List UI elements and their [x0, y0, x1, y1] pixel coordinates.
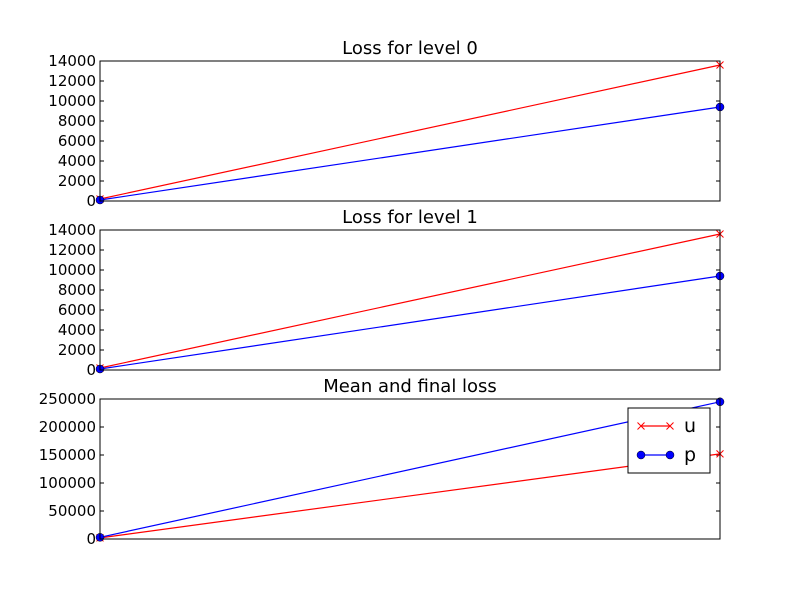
y-tick-label: 14000 [48, 52, 96, 70]
y-tick-label: 250000 [39, 390, 96, 408]
legend-marker [637, 422, 645, 430]
y-tick-label: 8000 [58, 112, 96, 130]
axes-frame [99, 60, 721, 202]
axes-frame [99, 398, 721, 540]
subplot-0: Loss for level 0 0 2000 4000 6000 8000 10000 12… [48, 38, 725, 210]
y-tick-label: 50000 [48, 502, 96, 520]
y-tick-label: 2000 [58, 341, 96, 359]
y-tick-label: 2000 [58, 172, 96, 190]
y-tick-label: 0 [86, 530, 96, 548]
legend: up [627, 407, 711, 474]
y-tick-label: 100000 [39, 474, 96, 492]
y-tick-label: 14000 [48, 221, 96, 239]
y-tick-label: 200000 [39, 418, 96, 436]
subplot-1: Loss for level 1 0 2000 4000 6000 8000 10000 12… [48, 207, 725, 379]
y-tick-label: 6000 [58, 132, 96, 150]
series-line-0 [99, 453, 721, 539]
series-line-1 [99, 401, 721, 538]
legend-marker [636, 450, 646, 460]
y-tick-label: 4000 [58, 321, 96, 339]
series-line-0 [99, 64, 721, 200]
y-tick-label: 0 [86, 361, 96, 379]
series-line-1 [99, 106, 721, 201]
legend-label: u [684, 415, 696, 437]
y-tick-label: 0 [86, 192, 96, 210]
subplot-title: Loss for level 1 [342, 207, 478, 228]
axes-frame [99, 229, 721, 371]
y-tick-label: 150000 [39, 446, 96, 464]
y-tick-label: 12000 [48, 72, 96, 90]
subplot-title: Mean and final loss [323, 376, 497, 397]
legend-label: p [684, 444, 696, 466]
y-tick-label: 10000 [48, 92, 96, 110]
y-tick-label: 8000 [58, 281, 96, 299]
legend-marker [666, 422, 674, 430]
y-tick-label: 12000 [48, 241, 96, 259]
legend-box [627, 407, 711, 474]
series-line-1 [99, 275, 721, 370]
legend-marker [665, 450, 675, 460]
y-tick-label: 10000 [48, 261, 96, 279]
series-line-0 [99, 233, 721, 369]
subplot-2: Mean and final loss 0 50000 100000 150000 200… [39, 376, 725, 548]
y-tick-label: 4000 [58, 152, 96, 170]
subplot-title: Loss for level 0 [342, 38, 478, 59]
y-tick-label: 6000 [58, 301, 96, 319]
